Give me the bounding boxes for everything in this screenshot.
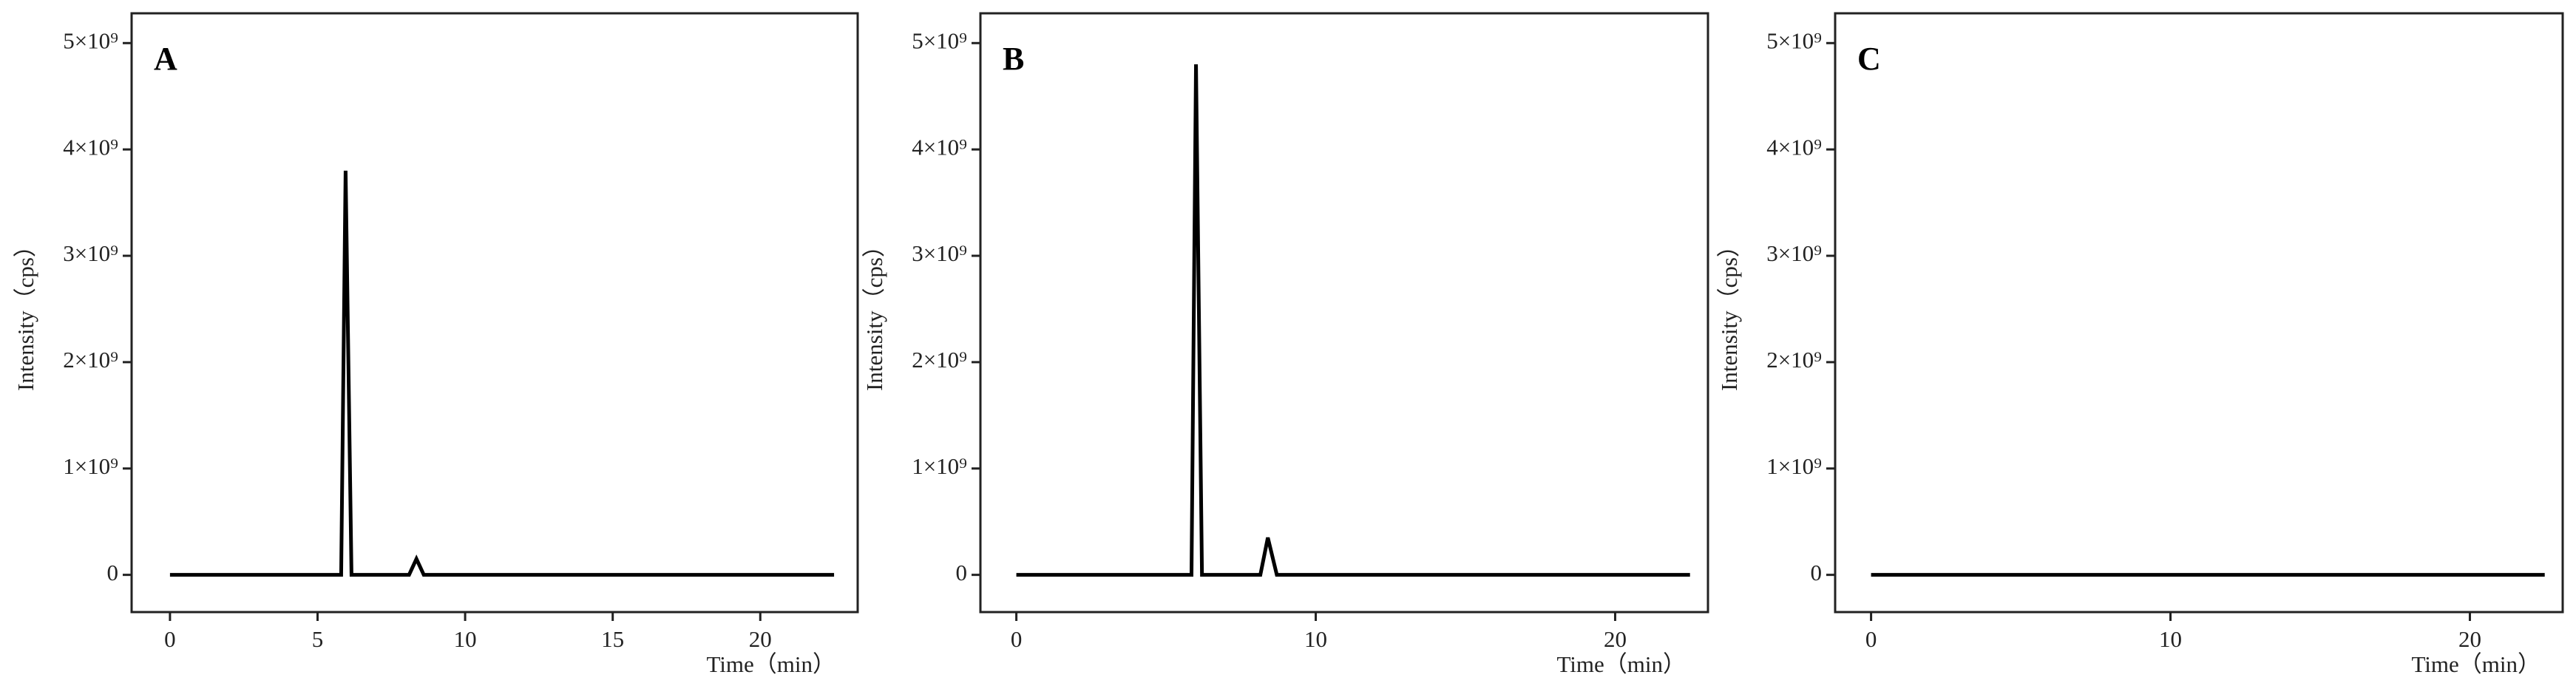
- data-line: [169, 170, 835, 577]
- y-tick-label: 2×10⁹: [63, 347, 118, 373]
- x-tick-label: 0: [1011, 626, 1023, 652]
- y-tick-label: 5×10⁹: [1766, 27, 1822, 53]
- panel-letter: C: [1857, 41, 1881, 77]
- x-axis-title: Time（min）: [1556, 651, 1686, 677]
- x-tick-label: 20: [2458, 626, 2481, 652]
- panel: 0 1×10⁹ 2×10⁹ 3×10⁹ 4×10⁹ 5×10⁹ 0 5 10 15 20Time（m…: [13, 12, 859, 677]
- x-tick-label: 10: [1304, 626, 1327, 652]
- panel-letter: A: [154, 41, 177, 77]
- y-tick-label: 0: [956, 560, 968, 585]
- y-tick-label: 4×10⁹: [1766, 134, 1822, 160]
- y-tick-label: 4×10⁹: [912, 134, 967, 160]
- y-tick-label: 1×10⁹: [63, 453, 118, 479]
- panel-letter: B: [1003, 41, 1024, 77]
- data-line: [1016, 64, 1690, 577]
- y-tick-label: 3×10⁹: [912, 240, 967, 266]
- x-tick-label: 0: [164, 626, 176, 652]
- y-tick-label: 3×10⁹: [1766, 240, 1822, 266]
- y-tick-label: 2×10⁹: [1766, 347, 1822, 373]
- y-tick-label: 5×10⁹: [912, 27, 967, 53]
- y-tick-label: 3×10⁹: [63, 240, 118, 266]
- y-tick-label: 4×10⁹: [63, 134, 118, 160]
- y-axis-title: Intensity（cps）: [861, 234, 887, 391]
- y-tick-label: 2×10⁹: [912, 347, 967, 373]
- x-tick-label: 20: [749, 626, 772, 652]
- plot-frame: [979, 12, 1709, 614]
- y-axis-title: Intensity（cps）: [13, 234, 38, 391]
- y-tick-label: 1×10⁹: [912, 453, 967, 479]
- plot-frame: [1834, 12, 2564, 614]
- panel: 0 1×10⁹ 2×10⁹ 3×10⁹ 4×10⁹ 5×10⁹ 0 10 20Time（min）…: [1716, 12, 2564, 677]
- x-tick-label: 0: [1865, 626, 1877, 652]
- y-tick-label: 0: [107, 560, 119, 585]
- x-tick-label: 15: [601, 626, 624, 652]
- x-tick-label: 5: [312, 626, 324, 652]
- x-axis-title: Time（min）: [2411, 651, 2541, 677]
- plot-frame: [130, 12, 859, 614]
- x-tick-label: 10: [454, 626, 477, 652]
- y-tick-label: 1×10⁹: [1766, 453, 1822, 479]
- y-tick-label: 5×10⁹: [63, 27, 118, 53]
- x-axis-title: Time（min）: [706, 651, 835, 677]
- y-axis-title: Intensity（cps）: [1716, 234, 1742, 391]
- panel: 0 1×10⁹ 2×10⁹ 3×10⁹ 4×10⁹ 5×10⁹ 0 10 20Time（min）…: [861, 12, 1709, 677]
- y-tick-label: 0: [1811, 560, 1823, 585]
- x-tick-label: 10: [2159, 626, 2182, 652]
- x-tick-label: 20: [1604, 626, 1627, 652]
